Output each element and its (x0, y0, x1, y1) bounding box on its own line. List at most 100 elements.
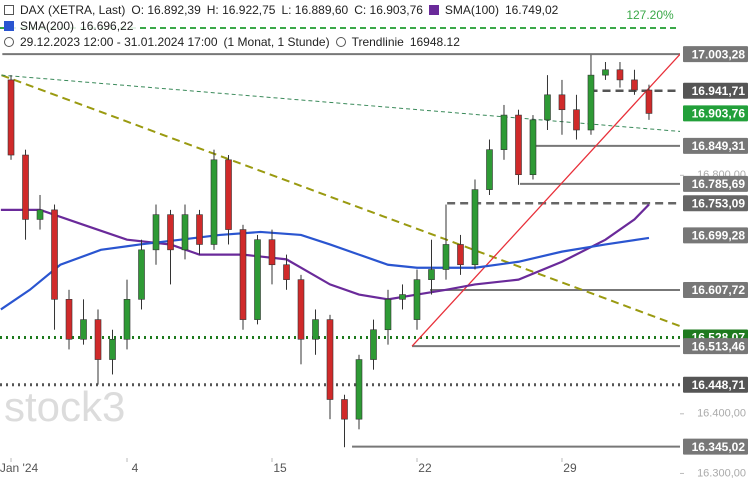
candle-body (529, 119, 537, 176)
candle-body (210, 159, 218, 245)
low: L: 16.889,60 (281, 3, 349, 17)
interval: (1 Monat, 1 Stunde) (223, 35, 330, 49)
sma-line (0, 230, 650, 311)
y-tick-label: 16.400,00 (697, 408, 746, 420)
candle-body (80, 319, 87, 340)
trendline (1, 74, 680, 328)
level-label: 16.941,71 (692, 84, 746, 98)
level-label-box (683, 46, 748, 63)
watermark: stock3 (4, 383, 125, 430)
level-label: 17.003,28 (692, 47, 746, 61)
candle-body (500, 114, 508, 150)
candle-body (181, 214, 189, 251)
x-tick-label: 22 (418, 461, 432, 475)
candle-body (123, 299, 131, 340)
sma200-value: 16.696,22 (80, 19, 134, 33)
level-label-box (683, 175, 748, 192)
level-label: 16.785,69 (692, 177, 746, 191)
candle-body (109, 338, 116, 360)
candle-body (225, 159, 232, 230)
candle-body (167, 214, 174, 251)
level-label: 16.849,31 (692, 139, 746, 153)
level-label: 16.513,46 (692, 339, 746, 353)
sma100-value: 16.749,02 (504, 3, 559, 17)
candle-body (138, 249, 145, 300)
sma-line (0, 203, 650, 301)
candle-body (239, 229, 247, 320)
candle-body (326, 319, 334, 400)
candle-body (22, 154, 29, 220)
sma200-name: SMA(200) (20, 19, 75, 33)
level-label-box (683, 376, 748, 393)
candle-body (457, 244, 464, 266)
x-tick-label: 29 (563, 461, 577, 475)
level-label-box (683, 438, 748, 455)
candle-body (471, 189, 479, 266)
candle-body (355, 359, 363, 420)
header-row: 29.12.2023 12:00 - 31.01.2024 17:00 (1 M… (4, 34, 464, 50)
candle-body (428, 269, 435, 280)
candle-body (515, 114, 522, 176)
candle-body (51, 209, 58, 300)
candle-body (36, 209, 44, 220)
candle-body (341, 399, 348, 420)
icon (335, 37, 346, 47)
candle-body (254, 239, 261, 320)
price-axis: 16.300,0016.400,0016.800,0017.003,2816.9… (680, 46, 748, 479)
y-tick-label: 16.300,00 (697, 467, 746, 479)
candle-body (65, 299, 73, 340)
candle-body (486, 149, 493, 190)
candle-body (631, 79, 638, 91)
header-row: SMA(200) 16.696,22 (4, 18, 138, 34)
candle-body (297, 279, 305, 340)
candle-body (384, 299, 392, 331)
candle-body (544, 94, 551, 121)
candle-body (645, 89, 653, 114)
candle-body (413, 279, 421, 320)
level-label: 16.699,28 (692, 229, 746, 243)
x-tick-label: 15 (273, 461, 287, 475)
candle-body (602, 69, 609, 76)
close: C: 16.903,76 (354, 3, 423, 17)
candle-body (399, 294, 406, 300)
candle-body (283, 264, 290, 280)
fib-label: 127.20% (626, 8, 674, 22)
level-label-box (683, 195, 748, 212)
level-label: 16.345,02 (692, 440, 746, 454)
candle-body (587, 74, 595, 131)
sma100-name: SMA(100) (444, 3, 499, 17)
level-label-box (683, 338, 748, 355)
level-label: 16.903,76 (692, 107, 746, 121)
range: 29.12.2023 12:00 - 31.01.2024 17:00 (20, 35, 218, 49)
candle-body (152, 214, 160, 251)
instrument: DAX (XETRA, Last) (20, 3, 126, 17)
level-label: 16.448,71 (692, 378, 746, 392)
candle-body (442, 244, 450, 270)
level-label-box (683, 137, 748, 154)
candle-body (573, 109, 580, 131)
trend-name: Trendlinie (351, 35, 404, 49)
candle-body (7, 79, 15, 156)
level-label-box (683, 82, 748, 99)
level-label: 16.607,72 (692, 283, 746, 297)
level-label-box (683, 227, 748, 244)
header-row: DAX (XETRA, Last) O: 16.892,39 H: 16.922… (4, 2, 563, 18)
level-label-box (683, 281, 748, 298)
candle-body (196, 214, 203, 245)
x-tick-label: Jan '24 (0, 461, 39, 475)
candle-body (616, 69, 624, 81)
candle-body (268, 239, 276, 266)
x-tick-label: 4 (132, 461, 139, 475)
plot-area (0, 27, 680, 448)
trendline (411, 53, 680, 347)
header: DAX (XETRA, Last) O: 16.892,39 H: 16.922… (4, 2, 563, 50)
trend-value: 16948.12 (409, 35, 460, 49)
icon (4, 21, 14, 31)
icon (4, 5, 14, 15)
trendline (1, 74, 680, 132)
candle-body (312, 319, 319, 340)
high: H: 16.922,75 (206, 3, 276, 17)
level-label-box (683, 105, 748, 122)
candle-body (94, 319, 102, 360)
